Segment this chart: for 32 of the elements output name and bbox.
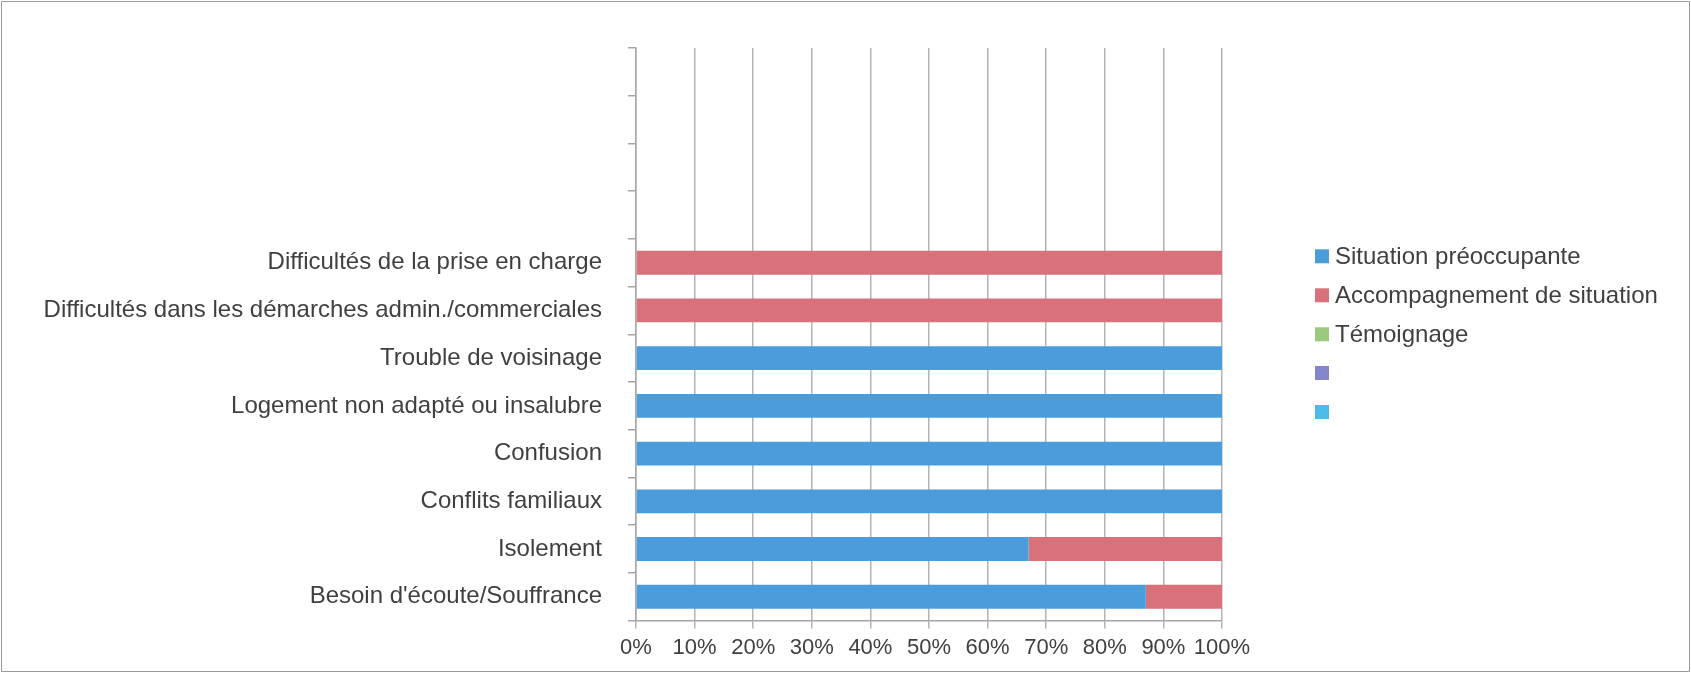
bar [1028, 537, 1222, 561]
y-tick-label: Isolement [497, 533, 603, 561]
y-tick-label: Difficultés dans les démarches admin./commerciales [43, 295, 602, 323]
legend-label: Témoignage [1335, 319, 1469, 347]
bar [636, 250, 1222, 275]
x-tick-label: 0% [620, 633, 652, 659]
x-tick-label: 10% [672, 633, 717, 659]
y-tick-label: Conflits familiaux [420, 485, 602, 513]
x-tick-label: 50% [906, 633, 952, 659]
x-tick-label: 40% [848, 633, 893, 659]
bar [1145, 584, 1222, 609]
bar [636, 393, 1222, 418]
x-tick-label: 90% [1141, 633, 1186, 659]
x-tick-label: 30% [789, 633, 834, 659]
y-tick-label: Trouble de voisinage [380, 342, 602, 370]
bar [636, 346, 1222, 371]
bar [636, 441, 1222, 466]
bar [636, 298, 1222, 323]
bar [636, 489, 1222, 514]
x-tick-label: 80% [1082, 633, 1127, 659]
x-tick-label: 100% [1193, 633, 1251, 659]
x-tick-label: 70% [1024, 633, 1069, 659]
y-tick-label: Besoin d'écoute/Souffrance [309, 581, 602, 609]
bar [636, 584, 1146, 609]
y-tick-label: Confusion [493, 438, 602, 466]
y-tick-label: Logement non adapté ou insalubre [231, 390, 602, 418]
legend-label: Situation préoccupante [1335, 241, 1581, 269]
y-tick-label: Difficultés de la prise en charge [267, 247, 602, 275]
legend-label: Accompagnement de situation [1335, 280, 1658, 308]
x-tick-label: 60% [965, 633, 1010, 659]
x-tick-label: 20% [731, 633, 776, 659]
bar [636, 537, 1029, 561]
